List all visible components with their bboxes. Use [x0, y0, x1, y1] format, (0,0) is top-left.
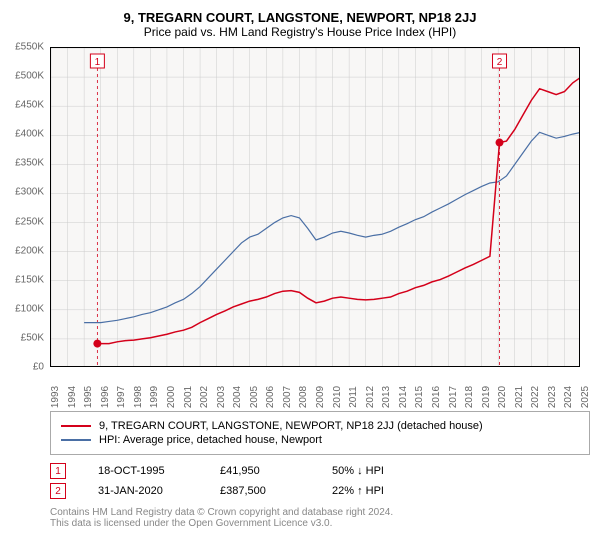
marker-price: £387,500	[220, 485, 300, 497]
y-axis-labels: £0£50K£100K£150K£200K£250K£300K£350K£400…	[10, 47, 48, 367]
y-tick-label: £100K	[15, 303, 44, 314]
y-tick-label: £550K	[15, 42, 44, 53]
chart-svg: 12	[51, 48, 580, 367]
legend-row-property: 9, TREGARN COURT, LANGSTONE, NEWPORT, NP…	[61, 420, 579, 432]
marker-date: 31-JAN-2020	[98, 485, 188, 497]
x-tick-label: 2016	[431, 386, 442, 408]
marker-pct: 50% ↓ HPI	[332, 465, 384, 477]
x-tick-label: 2014	[398, 386, 409, 408]
marker-row: 2 31-JAN-2020 £387,500 22% ↑ HPI	[50, 483, 590, 499]
marker-table: 1 18-OCT-1995 £41,950 50% ↓ HPI 2 31-JAN…	[50, 463, 590, 499]
x-tick-label: 1998	[133, 386, 144, 408]
footer-line2: This data is licensed under the Open Gov…	[50, 518, 590, 529]
legend-swatch-hpi	[61, 439, 91, 440]
x-tick-label: 1994	[67, 386, 78, 408]
x-tick-label: 2000	[166, 386, 177, 408]
y-tick-label: £0	[33, 362, 44, 373]
x-tick-label: 2003	[216, 386, 227, 408]
x-tick-label: 1997	[116, 386, 127, 408]
x-tick-label: 2007	[282, 386, 293, 408]
marker-pct: 22% ↑ HPI	[332, 485, 384, 497]
y-tick-label: £400K	[15, 129, 44, 140]
x-tick-label: 2008	[298, 386, 309, 408]
footer-text: Contains HM Land Registry data © Crown c…	[50, 507, 590, 529]
legend-label-property: 9, TREGARN COURT, LANGSTONE, NEWPORT, NP…	[99, 420, 483, 432]
x-tick-label: 2015	[414, 386, 425, 408]
marker-number-box: 2	[50, 483, 66, 499]
x-tick-label: 2017	[448, 386, 459, 408]
x-tick-label: 2011	[348, 386, 359, 408]
chart-title: 9, TREGARN COURT, LANGSTONE, NEWPORT, NP…	[10, 10, 590, 25]
marker-row: 1 18-OCT-1995 £41,950 50% ↓ HPI	[50, 463, 590, 479]
footer-line1: Contains HM Land Registry data © Crown c…	[50, 507, 590, 518]
svg-text:1: 1	[95, 57, 101, 68]
y-tick-label: £50K	[21, 332, 44, 343]
y-tick-label: £350K	[15, 158, 44, 169]
x-tick-label: 2023	[547, 386, 558, 408]
x-tick-label: 2018	[464, 386, 475, 408]
x-tick-label: 2020	[497, 386, 508, 408]
y-tick-label: £150K	[15, 274, 44, 285]
svg-text:2: 2	[497, 57, 503, 68]
x-tick-label: 2006	[265, 386, 276, 408]
x-tick-label: 2002	[199, 386, 210, 408]
chart-container: 9, TREGARN COURT, LANGSTONE, NEWPORT, NP…	[10, 10, 590, 529]
x-axis-labels: 1993199419951996199719981999200020012002…	[50, 367, 580, 403]
x-tick-label: 1993	[50, 386, 61, 408]
marker-price: £41,950	[220, 465, 300, 477]
y-tick-label: £500K	[15, 71, 44, 82]
x-tick-label: 2001	[183, 386, 194, 408]
x-tick-label: 1996	[100, 386, 111, 408]
legend-label-hpi: HPI: Average price, detached house, Newp…	[99, 434, 322, 446]
x-tick-label: 2022	[530, 386, 541, 408]
x-tick-label: 2012	[365, 386, 376, 408]
marker-number-box: 1	[50, 463, 66, 479]
y-tick-label: £250K	[15, 216, 44, 227]
x-tick-label: 2021	[514, 386, 525, 408]
x-tick-label: 1995	[83, 386, 94, 408]
x-tick-label: 2019	[481, 386, 492, 408]
legend-swatch-property	[61, 425, 91, 427]
x-tick-label: 2005	[249, 386, 260, 408]
legend-box: 9, TREGARN COURT, LANGSTONE, NEWPORT, NP…	[50, 411, 590, 455]
x-tick-label: 2010	[332, 386, 343, 408]
y-tick-label: £300K	[15, 187, 44, 198]
x-tick-label: 1999	[149, 386, 160, 408]
x-tick-label: 2024	[563, 386, 574, 408]
y-tick-label: £450K	[15, 100, 44, 111]
x-tick-label: 2009	[315, 386, 326, 408]
legend-row-hpi: HPI: Average price, detached house, Newp…	[61, 434, 579, 446]
marker-date: 18-OCT-1995	[98, 465, 188, 477]
chart-subtitle: Price paid vs. HM Land Registry's House …	[10, 25, 590, 39]
chart-plot-area: 12	[50, 47, 580, 367]
x-tick-label: 2025	[580, 386, 591, 408]
y-tick-label: £200K	[15, 245, 44, 256]
x-tick-label: 2013	[381, 386, 392, 408]
x-tick-label: 2004	[232, 386, 243, 408]
